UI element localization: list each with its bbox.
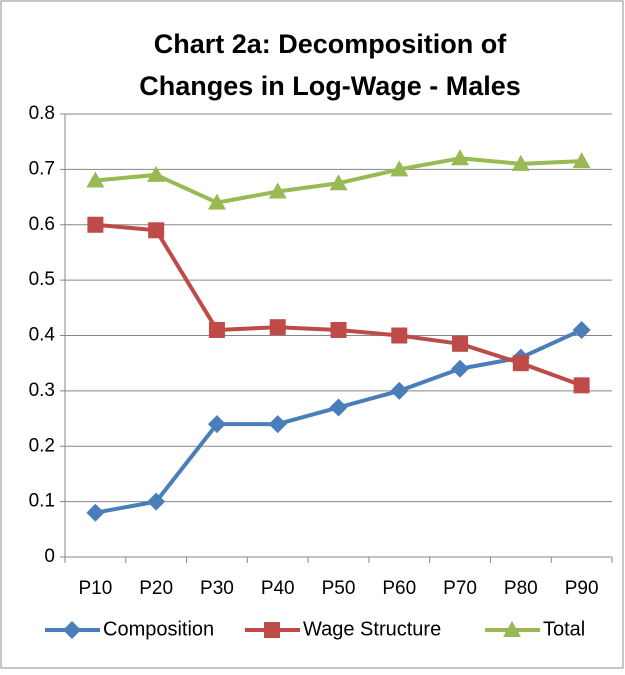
marker	[452, 335, 469, 352]
marker	[148, 222, 165, 239]
x-tick-label: P40	[261, 578, 295, 599]
x-tick-label: P50	[322, 578, 356, 599]
marker	[86, 171, 105, 188]
marker	[511, 154, 530, 171]
marker	[87, 216, 104, 233]
x-tick-label: P60	[382, 578, 416, 599]
y-tick-label: 0.7	[29, 158, 55, 179]
marker	[391, 327, 408, 344]
marker	[207, 415, 226, 434]
marker	[147, 492, 166, 511]
marker	[86, 503, 105, 522]
y-tick-label: 0.8	[29, 103, 55, 124]
chart-title: Changes in Log-Wage - Males	[139, 71, 521, 101]
marker	[268, 182, 287, 199]
chart-title: Chart 2a: Decomposition of	[154, 29, 508, 59]
marker	[512, 355, 529, 372]
marker	[451, 149, 470, 166]
marker	[207, 193, 226, 210]
y-tick-label: 0.4	[29, 325, 56, 346]
x-tick-label: P90	[565, 578, 599, 599]
y-tick-label: 0.5	[29, 269, 55, 290]
marker	[572, 152, 591, 169]
y-tick-label: 0	[44, 546, 55, 567]
marker	[264, 622, 280, 638]
marker	[451, 359, 470, 378]
marker	[390, 381, 409, 400]
y-tick-label: 0.6	[29, 214, 55, 235]
x-tick-label: P20	[139, 578, 173, 599]
y-tick-label: 0.2	[29, 435, 55, 456]
marker	[63, 621, 81, 639]
marker	[208, 321, 225, 338]
x-tick-label: P30	[200, 578, 234, 599]
x-tick-label: P80	[504, 578, 538, 599]
legend-label: Composition	[103, 618, 214, 640]
legend-label: Total	[543, 618, 585, 640]
legend-label: Wage Structure	[303, 618, 441, 640]
marker	[573, 377, 590, 394]
marker	[268, 415, 287, 434]
y-tick-label: 0.1	[29, 491, 55, 512]
x-tick-label: P70	[443, 578, 477, 599]
marker	[390, 160, 409, 177]
marker	[329, 398, 348, 417]
x-tick-label: P10	[78, 578, 112, 599]
marker	[330, 321, 347, 338]
marker	[572, 320, 591, 339]
marker	[329, 174, 348, 191]
marker	[503, 621, 521, 637]
marker	[269, 319, 286, 336]
marker	[147, 165, 166, 182]
y-tick-label: 0.3	[29, 380, 55, 401]
